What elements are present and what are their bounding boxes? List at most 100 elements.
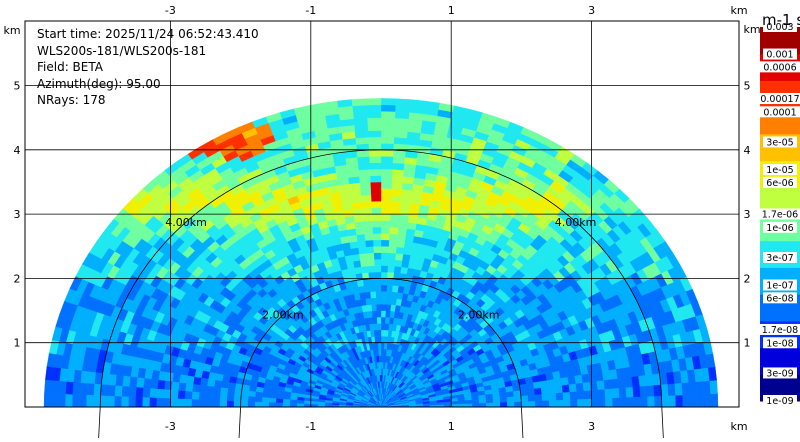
heatmap-cell xyxy=(361,266,368,273)
heatmap-cell xyxy=(385,317,390,324)
heatmap-cell xyxy=(369,279,375,286)
heatmap-cell xyxy=(472,403,479,407)
heatmap-cell xyxy=(384,330,388,337)
heatmap-cell xyxy=(710,380,718,394)
heatmap-cell xyxy=(241,401,248,407)
heatmap-cell xyxy=(391,182,402,189)
heatmap-cell xyxy=(381,259,388,266)
colorbar-tick-label: 1e-08 xyxy=(766,338,793,349)
heatmap-cell xyxy=(206,386,214,394)
heatmap-cell xyxy=(357,157,369,164)
heatmap-cell xyxy=(561,377,569,385)
heatmap-cell xyxy=(371,201,381,208)
x-tick-label-top: -1 xyxy=(305,4,316,17)
heatmap-cell xyxy=(44,380,52,394)
heatmap-cell xyxy=(397,234,406,241)
heatmap-cell xyxy=(381,195,391,202)
heatmap-cell xyxy=(255,392,263,398)
heatmap-cell xyxy=(381,298,386,305)
heatmap-cell xyxy=(311,401,318,404)
heatmap-cell xyxy=(507,402,514,407)
heatmap-cell xyxy=(354,124,368,131)
range-ring-label: 2.00km xyxy=(262,308,304,321)
heatmap-cell xyxy=(107,396,114,407)
heatmap-cell xyxy=(388,259,395,266)
heatmap-cell xyxy=(540,380,548,388)
heatmap-cell xyxy=(156,398,163,407)
heatmap-cell xyxy=(392,285,398,292)
y-tick-label-right: 5 xyxy=(744,80,751,93)
heatmap-cell xyxy=(371,195,381,202)
colorbar-tick-label: 6e-08 xyxy=(766,293,793,304)
heatmap-cell xyxy=(364,227,373,234)
heatmap-cell xyxy=(381,188,391,195)
heatmap-cell xyxy=(682,382,690,395)
heatmap-cell xyxy=(178,391,186,399)
heatmap-cell xyxy=(396,247,404,254)
heatmap-cell xyxy=(371,298,377,305)
heatmap-cell xyxy=(399,215,409,222)
heatmap-cell xyxy=(675,383,683,395)
heatmap-cell xyxy=(283,403,290,407)
heatmap-cell xyxy=(389,317,394,324)
heatmap-cell xyxy=(393,157,405,164)
heatmap-cell xyxy=(136,378,144,388)
heatmap-cell xyxy=(399,208,409,215)
heatmap-cell xyxy=(79,383,87,395)
y-tick-label-left: 3 xyxy=(14,208,21,221)
heatmap-cell xyxy=(381,105,395,112)
heatmap-cell xyxy=(365,240,373,247)
heatmap-cell xyxy=(358,247,366,254)
heatmap-cell xyxy=(400,267,408,274)
heatmap-cell xyxy=(373,240,381,247)
heatmap-cell xyxy=(100,396,107,407)
heatmap-cell xyxy=(93,396,100,408)
heatmap-cell xyxy=(171,382,179,391)
field-label: Field: BETA xyxy=(37,60,104,74)
heatmap-cell xyxy=(178,383,186,392)
y-tick-label-right: 3 xyxy=(744,208,751,221)
heatmap-cell xyxy=(115,375,123,386)
heatmap-cell xyxy=(520,389,528,395)
heatmap-cell xyxy=(391,195,401,202)
colorbar: 0.0030.0010.00060.000170.00013e-051e-056… xyxy=(757,21,800,407)
heatmap-cell xyxy=(163,398,170,407)
heatmap-cell xyxy=(256,387,264,393)
range-ring-tail xyxy=(521,407,523,438)
heatmap-cell xyxy=(584,390,592,399)
heatmap-cell xyxy=(354,118,368,125)
heatmap-cell xyxy=(563,392,571,400)
heatmap-cell xyxy=(366,98,381,105)
heatmap-cell xyxy=(358,169,370,176)
heatmap-cell xyxy=(493,398,500,403)
heatmap-cell xyxy=(394,137,407,144)
heatmap-cell xyxy=(375,285,381,292)
heatmap-cell xyxy=(373,233,381,240)
heatmap-cell xyxy=(398,286,405,293)
colorbar-tick-label: 0.0006 xyxy=(763,62,796,73)
heatmap-cell xyxy=(366,253,374,260)
heatmap-cell xyxy=(384,343,387,350)
heatmap-cell xyxy=(384,336,388,343)
heatmap-cell xyxy=(115,386,123,397)
heatmap-cell xyxy=(514,401,521,407)
heatmap-cell xyxy=(234,389,242,395)
heatmap-cell xyxy=(381,291,387,298)
heatmap-cell xyxy=(697,394,704,407)
heatmap-cell xyxy=(394,131,407,138)
heatmap-cell xyxy=(381,362,383,369)
heatmap-cell xyxy=(378,336,381,343)
heatmap-cell xyxy=(388,246,396,253)
y-tick-label-left: 5 xyxy=(14,80,21,93)
heatmap-cell xyxy=(354,215,364,222)
heatmap-cell xyxy=(297,400,304,404)
heatmap-cell xyxy=(269,398,276,403)
heatmap-cell xyxy=(185,384,193,392)
heatmap-cell xyxy=(381,227,390,234)
heatmap-cell xyxy=(640,386,648,397)
heatmap-cell xyxy=(381,356,383,362)
heatmap-cell xyxy=(360,182,371,189)
heatmap-cell xyxy=(381,375,383,381)
